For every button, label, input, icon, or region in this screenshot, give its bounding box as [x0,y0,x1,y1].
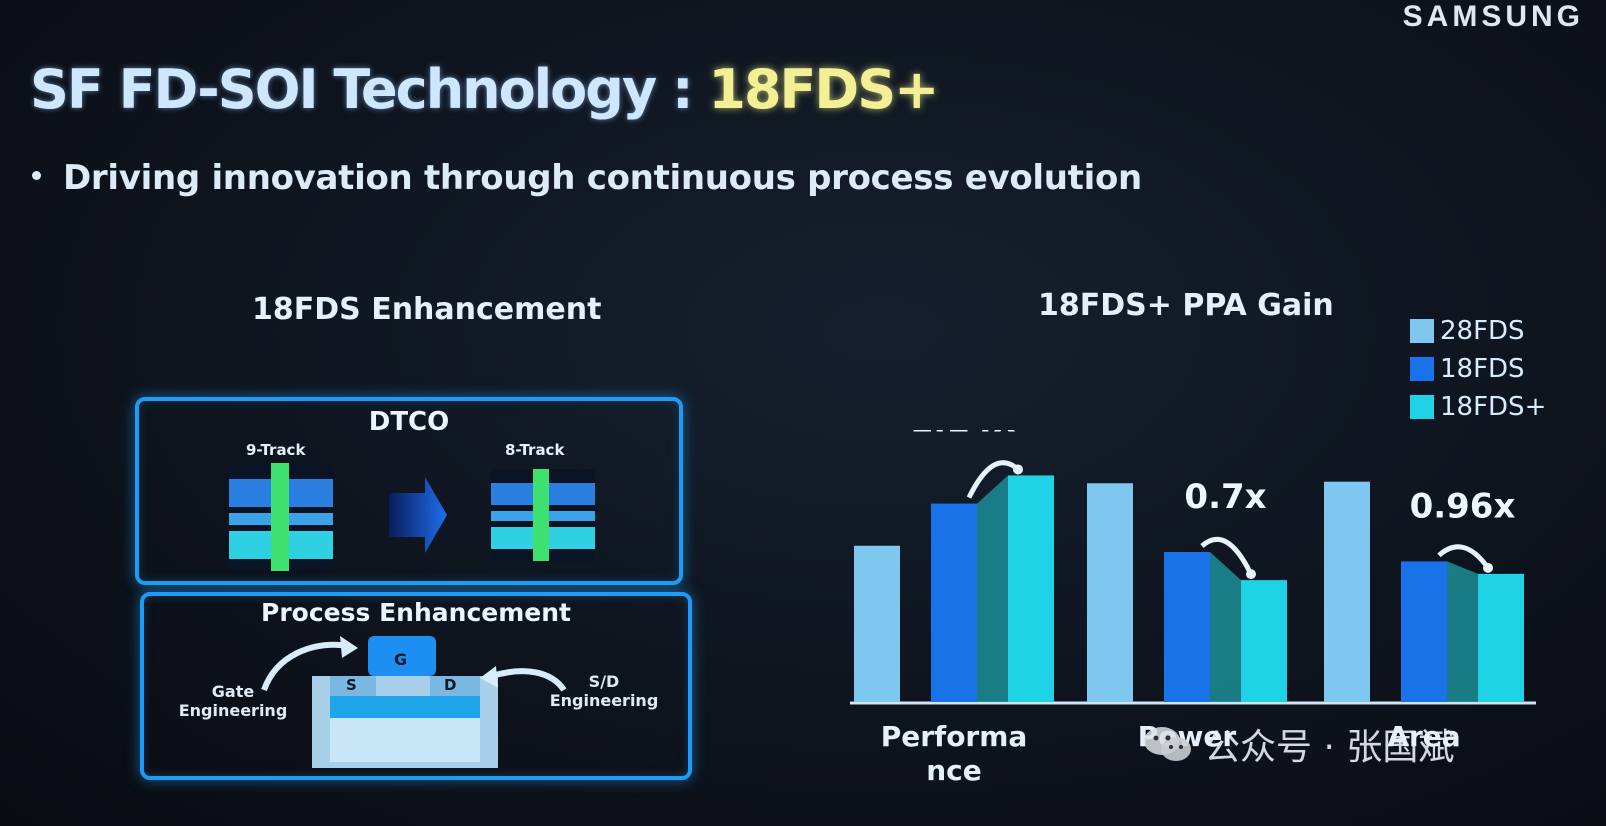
legend-item: 18FDS [1410,350,1546,388]
legend-swatch-2 [1410,395,1434,419]
chart-title: 18FDS+ PPA Gain [1038,288,1334,323]
legend-label: 28FDS [1440,316,1525,346]
wechat-icon [1144,727,1191,761]
dtco-title: DTCO [368,407,450,437]
watermark: 公众号 · 张国斌 [1142,718,1454,770]
nine-track-label: 9-Track [246,441,306,459]
category-label: Performa [881,720,1028,753]
eight-track-cell-icon [491,469,595,561]
transistor-diagram [261,636,567,768]
gain-label: 0.96x [1410,486,1516,526]
box-layer-shape [330,718,480,762]
legend-label: 18FDS+ [1440,392,1547,422]
bullet-point: Driving innovation through continuous pr… [32,158,1142,198]
legend-label: 18FDS [1440,354,1525,384]
sd-engineering-arrow-icon [491,668,567,692]
title-accent: 18FDS+ [708,58,939,121]
gain-label: 0.7x [1184,477,1266,517]
bar-18fdsplus-power [1241,580,1287,702]
bar-connector [1210,552,1241,702]
gain-arrowhead-icon [1483,562,1493,573]
nine-track-cell-icon [229,463,333,571]
gain-arrow-icon [966,460,1020,499]
gain-arrowhead-icon [1246,569,1256,580]
category-label: nce [926,754,982,787]
legend-swatch-1 [1410,357,1434,381]
gate-engineering-arrow-icon [261,641,351,692]
title-separator: : [671,58,694,121]
drain-label: D [444,676,457,694]
chart-legend: 28FDS 18FDS 18FDS+ [1410,312,1546,426]
gain-arrowhead-icon [1013,464,1023,475]
right-arrow-icon [389,477,447,553]
left-heading: 18FDS Enhancement [252,292,602,327]
gate-engineering-label: Gate Engineering [178,682,288,720]
samsung-logo: SAMSUNG [1402,0,1584,33]
sd-engineering-label: S/D Engineering [549,672,659,710]
gain-label: 1.14x [910,430,1016,440]
bar-18fds-power [1164,552,1210,702]
gate-label: G [394,650,408,669]
bar-18fds-area [1401,561,1447,702]
channel-shape [330,696,480,718]
bar-18fds-performance [931,503,977,702]
bar-18fdsplus-performance [1008,475,1054,702]
title-main: SF FD-SOI Technology [30,58,657,121]
eight-track-label: 8-Track [505,441,565,459]
dtco-panel: DTCO 9-Track 8-Track [135,397,683,585]
source-shape [330,676,376,696]
gain-arrow-icon [1437,544,1491,570]
bar-18fdsplus-area [1478,573,1524,702]
slide-title: SF FD-SOI Technology : 18FDS+ [30,58,939,121]
legend-swatch-0 [1410,319,1434,343]
gain-arrow-icon [1200,536,1254,576]
legend-item: 18FDS+ [1410,388,1546,426]
bar-connector [1447,561,1478,702]
gate-shape [368,636,436,676]
drain-shape [430,676,480,696]
process-panel: Process Enhancement G S D Gate Engineeri… [140,592,692,780]
source-label: S [346,676,357,694]
legend-item: 28FDS [1410,312,1546,350]
bullet-text: Driving innovation through continuous pr… [63,158,1142,198]
bar-28fds-area [1324,481,1370,702]
bar-connector [977,475,1008,702]
dtco-diagram [229,463,595,571]
process-title: Process Enhancement [261,598,571,627]
bullet-dot-icon [32,171,41,180]
bar-28fds-performance [854,545,900,702]
watermark-text: 公众号 · 张国斌 [1204,727,1455,768]
bar-28fds-power [1087,483,1133,702]
category-label: Area [1387,720,1460,753]
